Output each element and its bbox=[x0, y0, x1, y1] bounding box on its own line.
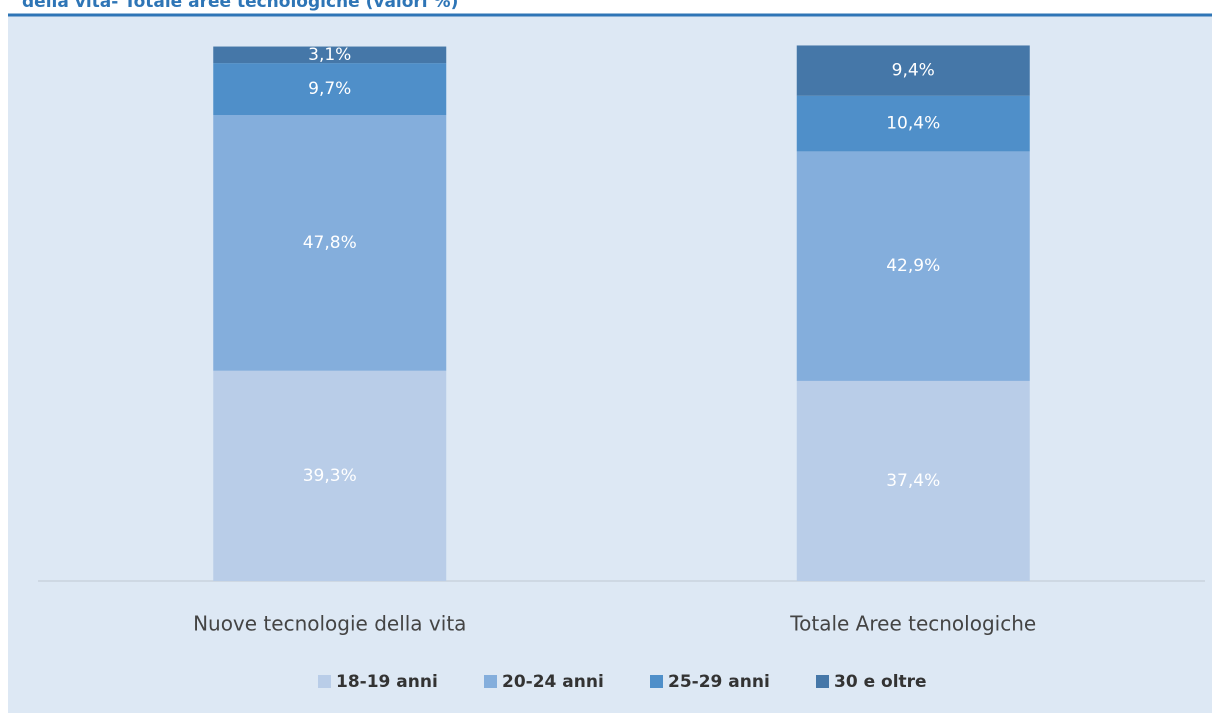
legend-swatch bbox=[650, 675, 663, 688]
legend-swatch bbox=[816, 675, 829, 688]
data-label: 37,4% bbox=[886, 471, 940, 491]
data-label: 10,4% bbox=[886, 114, 940, 134]
bar-segment bbox=[213, 46, 447, 64]
bar-segment bbox=[796, 95, 1030, 152]
x-tick-label: Nuove tecnologie della vita bbox=[193, 612, 466, 636]
bar-segment bbox=[213, 370, 447, 581]
data-label: 42,9% bbox=[886, 256, 940, 276]
data-label: 47,8% bbox=[303, 233, 357, 253]
bar-segment bbox=[796, 380, 1030, 581]
bar-segment bbox=[796, 151, 1030, 381]
bar-segment bbox=[213, 115, 447, 371]
legend-label: 25-29 anni bbox=[668, 672, 770, 692]
legend-label: 30 e oltre bbox=[834, 672, 927, 692]
chart-title: della vita- Totale aree tecnologiche (va… bbox=[22, 0, 458, 12]
legend-label: 18-19 anni bbox=[336, 672, 438, 692]
bar-segment bbox=[213, 63, 447, 116]
data-label: 39,3% bbox=[303, 466, 357, 486]
legend-label: 20-24 anni bbox=[502, 672, 604, 692]
data-label: 9,7% bbox=[308, 79, 351, 99]
legend-swatch bbox=[484, 675, 497, 688]
plot-background bbox=[8, 16, 1212, 713]
x-tick-label: Totale Aree tecnologiche bbox=[789, 612, 1036, 636]
legend-swatch bbox=[318, 675, 331, 688]
data-label: 3,1% bbox=[308, 45, 351, 65]
bar-segment bbox=[796, 45, 1030, 96]
data-label: 9,4% bbox=[892, 61, 935, 81]
